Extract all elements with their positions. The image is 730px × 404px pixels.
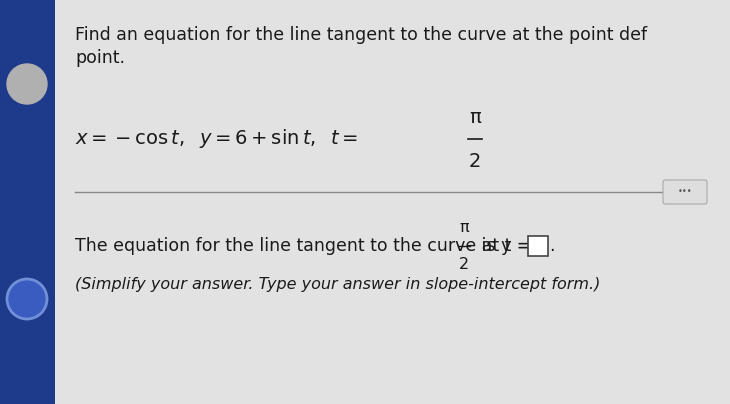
Circle shape — [7, 64, 47, 104]
Bar — [0, 0, 55, 404]
FancyBboxPatch shape — [528, 236, 548, 256]
Text: •••: ••• — [677, 187, 692, 196]
Text: π: π — [469, 108, 481, 127]
Text: π: π — [459, 220, 469, 235]
Text: 2: 2 — [469, 152, 481, 171]
Text: is y =: is y = — [476, 237, 537, 255]
Text: 2: 2 — [458, 257, 469, 272]
Circle shape — [7, 279, 47, 319]
Text: .: . — [550, 237, 555, 255]
Text: (Simplify your answer. Type your answer in slope-intercept form.): (Simplify your answer. Type your answer … — [75, 276, 600, 292]
FancyBboxPatch shape — [663, 180, 707, 204]
Text: Find an equation for the line tangent to the curve at the point def: Find an equation for the line tangent to… — [75, 26, 647, 44]
Text: $x = -\cos t,\;\; y = 6+\sin t,\;\; t =$: $x = -\cos t,\;\; y = 6+\sin t,\;\; t =$ — [75, 128, 358, 151]
Text: point.: point. — [75, 49, 125, 67]
Text: The equation for the line tangent to the curve at t =: The equation for the line tangent to the… — [75, 237, 537, 255]
